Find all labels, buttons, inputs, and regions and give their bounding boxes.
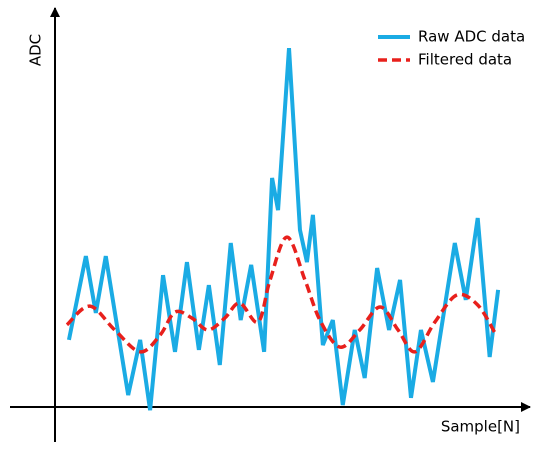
y-axis-label: ADC	[27, 34, 45, 66]
legend-label: Raw ADC data	[418, 28, 525, 46]
series-line	[66, 47, 501, 411]
x-axis-label: Sample[N]	[441, 418, 520, 436]
series-line	[65, 235, 497, 354]
legend-label: Filtered data	[418, 51, 512, 69]
